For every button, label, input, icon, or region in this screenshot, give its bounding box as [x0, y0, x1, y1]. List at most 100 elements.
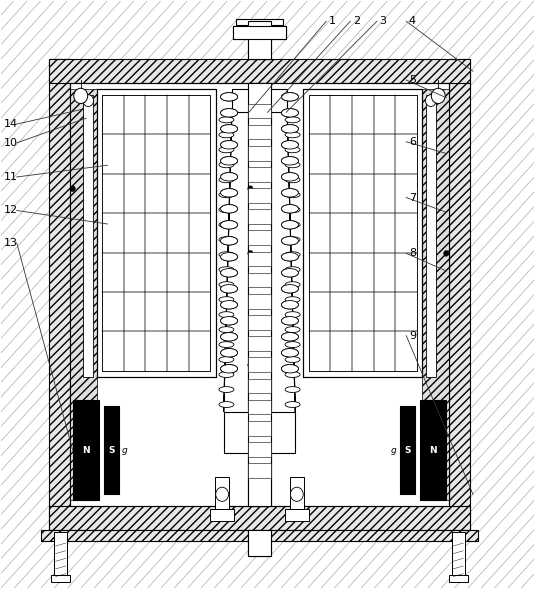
Ellipse shape — [219, 252, 234, 257]
Ellipse shape — [281, 269, 299, 277]
Ellipse shape — [285, 177, 300, 183]
Text: 10: 10 — [3, 138, 17, 148]
Bar — [248, 463, 271, 478]
Ellipse shape — [281, 125, 299, 133]
Ellipse shape — [219, 357, 234, 362]
Ellipse shape — [220, 365, 238, 373]
Ellipse shape — [219, 372, 234, 378]
Circle shape — [216, 487, 228, 501]
Bar — [248, 421, 271, 435]
Text: 12: 12 — [3, 206, 18, 216]
Ellipse shape — [220, 125, 238, 133]
Ellipse shape — [220, 333, 238, 341]
Circle shape — [291, 487, 303, 501]
Ellipse shape — [281, 333, 299, 341]
Bar — [248, 358, 271, 372]
Ellipse shape — [220, 108, 238, 117]
Ellipse shape — [220, 157, 238, 165]
Ellipse shape — [281, 157, 299, 165]
Bar — [449, 59, 470, 530]
Ellipse shape — [281, 300, 299, 309]
Bar — [248, 530, 271, 556]
Ellipse shape — [285, 147, 300, 153]
Ellipse shape — [220, 141, 238, 149]
Ellipse shape — [281, 349, 299, 357]
Ellipse shape — [220, 237, 238, 245]
Ellipse shape — [220, 349, 238, 357]
Bar — [248, 294, 271, 309]
Ellipse shape — [219, 282, 234, 287]
Text: N: N — [82, 446, 90, 455]
Ellipse shape — [285, 132, 300, 138]
Bar — [210, 509, 234, 521]
Bar — [102, 95, 210, 371]
Bar — [49, 59, 70, 530]
Ellipse shape — [281, 108, 299, 117]
Bar — [452, 532, 465, 577]
Bar — [232, 89, 287, 112]
Ellipse shape — [285, 342, 300, 348]
Ellipse shape — [281, 221, 299, 229]
Ellipse shape — [281, 237, 299, 245]
Ellipse shape — [219, 327, 234, 333]
Ellipse shape — [219, 117, 234, 123]
Ellipse shape — [220, 188, 238, 197]
Ellipse shape — [219, 312, 234, 317]
Bar — [70, 89, 97, 500]
Ellipse shape — [281, 316, 299, 325]
Circle shape — [248, 186, 253, 191]
Ellipse shape — [281, 92, 299, 101]
Bar — [248, 315, 271, 330]
Ellipse shape — [220, 92, 238, 101]
Ellipse shape — [220, 316, 238, 325]
Bar — [248, 146, 271, 161]
Ellipse shape — [281, 221, 299, 229]
Bar — [73, 401, 100, 500]
Bar — [248, 21, 271, 59]
Bar — [303, 89, 422, 377]
Ellipse shape — [220, 188, 238, 197]
Bar — [41, 530, 478, 541]
Ellipse shape — [220, 237, 238, 245]
Bar — [309, 95, 417, 371]
Bar — [97, 89, 216, 377]
Text: g: g — [122, 446, 128, 455]
Text: 8: 8 — [409, 249, 416, 259]
Text: 4: 4 — [409, 16, 416, 27]
Bar — [303, 89, 422, 377]
Ellipse shape — [285, 402, 300, 408]
Ellipse shape — [285, 207, 300, 213]
Ellipse shape — [219, 147, 234, 153]
Ellipse shape — [220, 333, 238, 341]
Ellipse shape — [219, 132, 234, 138]
Ellipse shape — [281, 333, 299, 341]
Bar — [248, 252, 271, 266]
Circle shape — [70, 186, 75, 191]
Polygon shape — [224, 112, 232, 412]
Ellipse shape — [220, 269, 238, 277]
Bar — [248, 209, 271, 224]
Ellipse shape — [285, 267, 300, 273]
Ellipse shape — [220, 316, 238, 325]
Circle shape — [425, 95, 436, 107]
Bar — [400, 406, 415, 494]
Circle shape — [74, 88, 88, 104]
Ellipse shape — [220, 365, 238, 373]
Bar — [104, 406, 119, 494]
Ellipse shape — [281, 237, 299, 245]
Ellipse shape — [220, 173, 238, 181]
Ellipse shape — [220, 157, 238, 165]
Ellipse shape — [281, 300, 299, 309]
Ellipse shape — [220, 204, 238, 213]
Bar — [233, 26, 286, 39]
Bar — [97, 89, 216, 377]
Ellipse shape — [285, 282, 300, 287]
Ellipse shape — [220, 349, 238, 357]
Ellipse shape — [220, 221, 238, 229]
Bar — [248, 230, 271, 245]
Ellipse shape — [220, 92, 238, 101]
Text: 2: 2 — [353, 16, 360, 27]
Ellipse shape — [281, 141, 299, 149]
Circle shape — [83, 95, 94, 107]
Ellipse shape — [281, 141, 299, 149]
